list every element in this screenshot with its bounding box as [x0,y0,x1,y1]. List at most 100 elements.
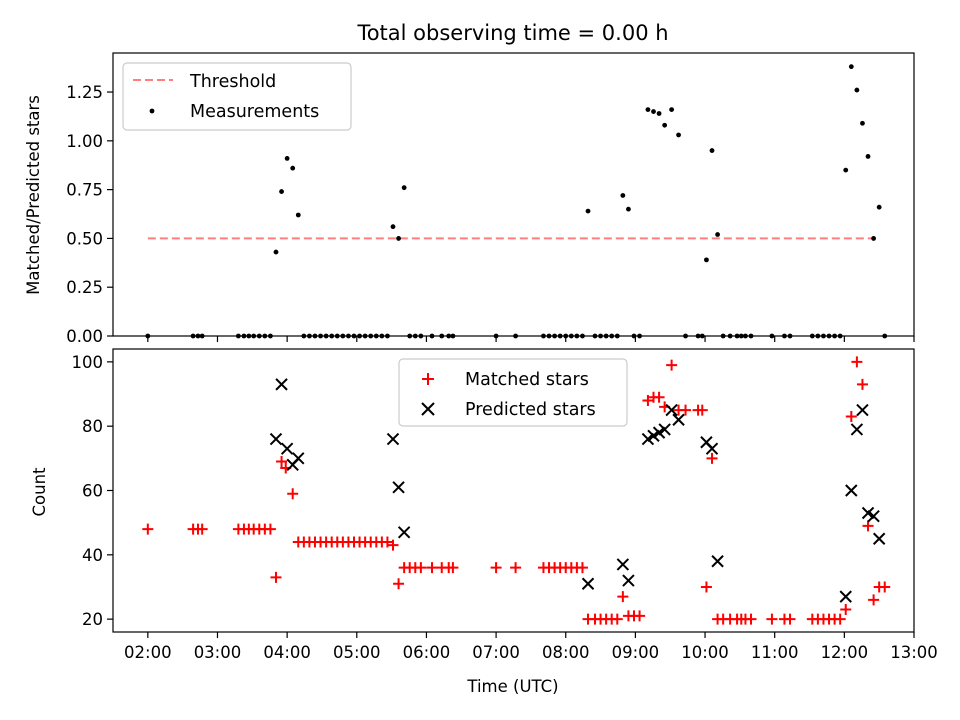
predicted-star-point [845,484,858,497]
measurement-point [279,189,284,194]
predicted-star-point [392,481,405,494]
top-plot-area: 0.00 0.25 0.50 0.75 1.00 1.25 [66,52,915,346]
matched-star-point [642,394,654,406]
legend-measurements-label: Measurements [190,102,319,122]
measurement-point [656,111,662,116]
measurement-point [273,249,279,255]
measurement-point [290,165,296,171]
top-data-layer [145,64,888,339]
measurement-point [645,107,651,112]
matched-star-point [287,488,299,500]
predicted-star-point [280,442,294,455]
matched-star-point [617,591,629,603]
predicted-star-point [872,532,886,545]
matched-star-point [666,359,678,371]
matched-star-point [270,571,282,583]
measurements-legend-marker [149,108,155,114]
matched-star-point [834,613,846,625]
measurement-point [626,206,631,212]
top-y-tick-label: 1.00 [66,132,103,151]
matched-star-point [745,613,757,625]
top-y-tick-label: 1.25 [66,83,103,102]
predicted-star-point [581,577,595,590]
matched-star-point [862,520,874,532]
predicted-star-point [705,442,719,455]
x-tick-label: 05:00 [333,643,381,662]
measurement-point [284,155,290,161]
predicted-star-point [386,432,400,446]
x-tick-label: 13:00 [890,643,938,662]
predicted-stars-legend-marker [421,402,435,416]
matched-star-point [856,378,868,390]
predicted-star-point [275,378,288,391]
predicted-star-point [856,403,869,417]
top-y-tick-label: 0.25 [66,278,103,297]
predicted-star-point [711,555,724,568]
x-tick-label: 11:00 [751,643,799,662]
matched-stars-legend-marker [422,373,434,385]
top-axes: 0.00 0.25 0.50 0.75 1.00 1.25 [66,83,915,346]
predicted-star-point [641,432,655,446]
x-tick-label: 04:00 [263,643,311,662]
matched-star-point [510,562,522,574]
predicted-star-point [397,526,411,539]
measurement-point [651,109,656,114]
matched-star-point [447,562,459,574]
matched-star-point [415,562,427,574]
predicted-star-point [652,426,666,439]
predicted-star-point [292,452,305,465]
matched-star-point [700,581,712,593]
measurement-point [585,208,591,214]
matched-star-point [868,594,880,606]
legend-matched-label: Matched stars [465,370,589,390]
matched-star-point [851,356,863,368]
matched-star-point [426,562,438,574]
measurement-point [715,232,720,237]
x-tick-label: 09:00 [612,643,660,662]
measurement-point [704,257,709,263]
matched-star-point [680,404,692,416]
predicted-star-point [269,432,283,446]
matched-star-point [196,523,208,535]
predicted-star-point [647,429,660,443]
bottom-data-layer [142,356,891,625]
bottom-y-tick-label: 40 [82,546,103,565]
measurement-point [390,224,396,230]
matched-star-point [142,523,154,535]
measurement-point [662,122,668,128]
x-tick-label: 03:00 [194,643,242,662]
measurement-point [848,64,854,70]
measurement-point [709,148,715,153]
top-y-axis-label: Matched/Predicted stars [24,95,43,295]
measurement-point [876,204,882,210]
bottom-y-axis-label: Count [30,467,49,517]
x-tick-label: 08:00 [542,643,590,662]
bottom-axes: 02:00 03:00 04:00 05:00 06:00 07:00 08:00 09:00… [72,353,938,662]
chart-title: Total observing time = 0.00 h [356,21,668,45]
matched-star-point [393,578,405,590]
top-axes-frame [112,52,915,337]
measurement-point [854,87,860,93]
legend-threshold-label: Threshold [189,72,276,92]
bottom-plot-area: 02:00 03:00 04:00 05:00 06:00 07:00 08:00 09:00… [72,348,938,662]
matched-star-point [706,452,718,464]
matched-star-point [845,411,857,423]
top-y-tick-label: 0.00 [66,327,103,346]
matched-star-point [276,456,288,468]
x-tick-label: 02:00 [124,643,172,662]
bottom-y-tick-label: 80 [82,417,103,436]
measurement-point [865,154,871,159]
bottom-legend: Matched stars Predicted stars [398,358,628,427]
bottom-y-tick-label: 20 [82,610,103,629]
matched-star-point [653,391,665,403]
measurement-point [871,236,877,241]
predicted-star-point [658,423,671,436]
predicted-star-point [850,423,864,436]
x-axis-label: Time (UTC) [466,677,558,696]
matched-star-point [264,523,276,535]
x-tick-label: 10:00 [681,643,729,662]
legend-predicted-label: Predicted stars [465,400,596,420]
x-tick-label: 12:00 [821,643,869,662]
top-y-tick-label: 0.50 [66,229,103,248]
